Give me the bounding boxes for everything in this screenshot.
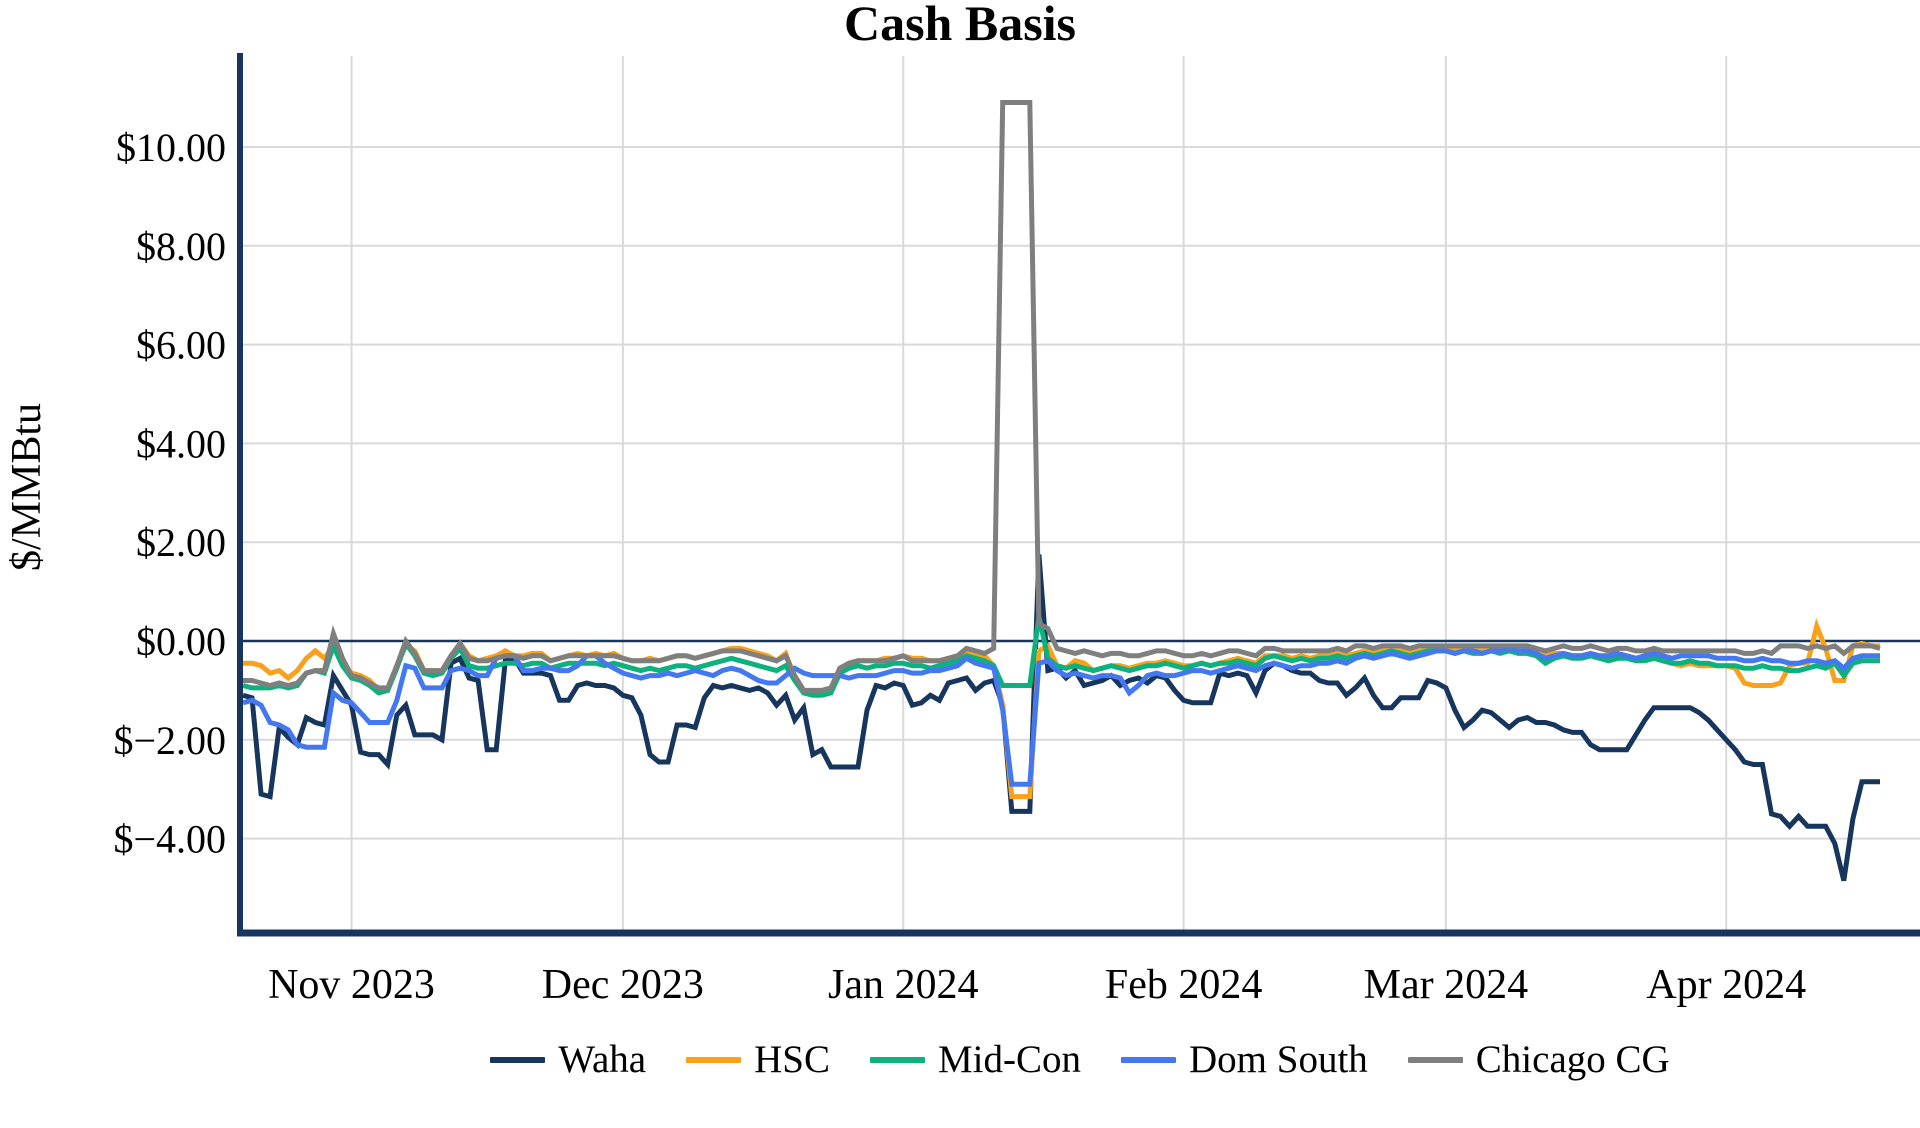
legend-label: Mid-Con — [937, 1038, 1081, 1081]
legend-label: HSC — [754, 1038, 830, 1081]
y-tick-label: $0.00 — [136, 619, 226, 664]
series-line-chicago-cg — [243, 100, 1881, 693]
legend-item-waha: Waha — [490, 1040, 646, 1079]
legend-label: Chicago CG — [1475, 1038, 1670, 1081]
x-tick-label: Mar 2024 — [1364, 962, 1528, 1008]
y-tick-label: $4.00 — [136, 421, 226, 466]
x-tick-label: Jan 2024 — [828, 962, 979, 1008]
legend-label: Dom South — [1189, 1038, 1368, 1081]
legend-item-mid-con: Mid-Con — [869, 1038, 1081, 1081]
legend-label: Waha — [558, 1038, 647, 1081]
series-line-waha — [242, 554, 1880, 882]
chart-title: Cash Basis — [843, 0, 1077, 51]
y-tick-label: $8.00 — [136, 224, 226, 269]
y-tick-label: $2.00 — [136, 520, 226, 565]
legend: Waha HSC Mid-Con Dom South Chicago CG — [240, 1040, 1920, 1079]
y-tick-label: $−2.00 — [113, 718, 226, 763]
legend-swatch — [686, 1056, 742, 1063]
x-tick-label: Nov 2023 — [268, 962, 435, 1008]
x-tick-label: Feb 2024 — [1105, 962, 1263, 1008]
legend-item-hsc: HSC — [686, 1040, 830, 1079]
series-line-mid-con — [242, 615, 1880, 698]
legend-swatch — [1407, 1056, 1463, 1063]
legend-swatch — [869, 1056, 925, 1063]
y-tick-label: $10.00 — [116, 125, 226, 170]
y-tick-label: $−4.00 — [113, 817, 226, 862]
legend-item-dom-south: Dom South — [1121, 1040, 1368, 1079]
legend-item-chicago-cg: Chicago CG — [1407, 1038, 1670, 1081]
y-tick-label: $6.00 — [136, 323, 226, 368]
x-tick-label: Dec 2023 — [542, 962, 704, 1008]
legend-swatch — [490, 1056, 546, 1063]
legend-swatch — [1121, 1056, 1176, 1063]
x-tick-label: Apr 2024 — [1646, 962, 1806, 1008]
